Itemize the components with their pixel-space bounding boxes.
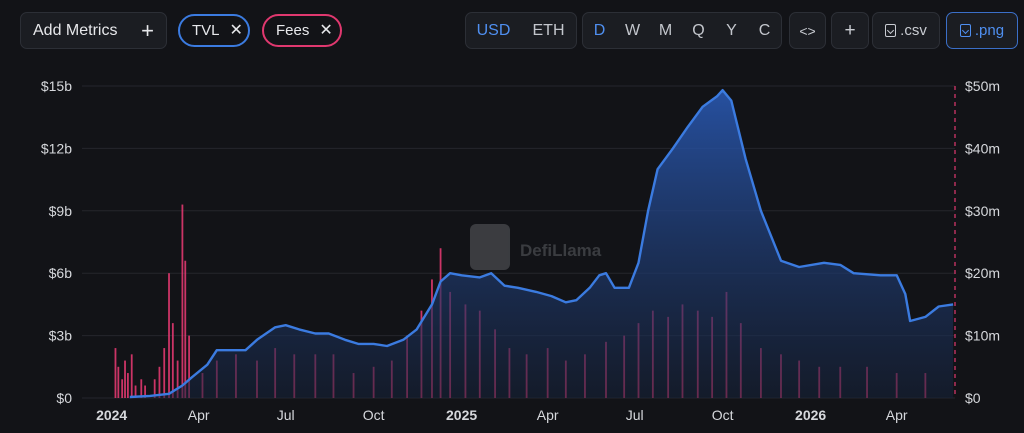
period-c-button[interactable]: C [758,21,771,39]
y-right-tick-label: $40m [965,140,1000,156]
fees-bar [158,366,161,398]
y-left-tick-label: $12b [41,140,72,156]
metric-chip-fees-label: Fees [276,22,310,39]
metric-chip-fees[interactable]: Fees ✕ [262,14,342,47]
download-file-icon [959,24,971,37]
close-icon[interactable]: ✕ [229,21,243,39]
currency-eth-button[interactable]: ETH [532,21,565,39]
y-left-tick-label: $0 [56,390,72,406]
x-tick-label: Apr [188,407,210,423]
x-tick-label: Jul [626,407,644,423]
period-toggle: D W M Q Y C [582,12,782,49]
embed-button[interactable]: <> [789,12,826,49]
fees-bar [117,366,120,398]
y-left-tick-label: $3b [49,328,73,344]
right-axis-ticks: $0 $10m $20m $30m $40m $50m [965,78,1000,406]
left-axis-ticks: $0 $3b $6b $9b $12b $15b [41,78,72,406]
fees-bar [134,385,137,398]
x-tick-label: 2025 [446,407,477,423]
fees-bar [124,360,126,398]
plus-icon: + [844,19,856,41]
period-w-button[interactable]: W [624,21,641,39]
y-right-tick-label: $0 [965,390,981,406]
add-metrics-label: Add Metrics [33,21,118,39]
x-tick-label: 2024 [96,407,127,423]
y-left-tick-label: $6b [49,265,73,281]
fees-bar [176,360,179,398]
code-icon: <> [799,22,816,39]
add-metrics-button[interactable]: Add Metrics + [20,12,167,49]
llama-logo-icon [470,224,510,270]
png-label: .png [974,22,1005,39]
currency-usd-button[interactable]: USD [476,21,511,39]
watermark-text: DefiLlama [520,241,602,260]
x-tick-label: Oct [363,407,385,423]
fees-bar [114,348,117,398]
download-csv-button[interactable]: .csv [872,12,940,49]
currency-toggle: USD ETH [465,12,577,49]
fees-bar [188,335,190,398]
fees-bar [171,323,174,398]
period-d-button[interactable]: D [593,21,606,39]
y-right-tick-label: $50m [965,78,1000,94]
plus-icon: + [141,17,154,43]
download-file-icon [885,24,897,37]
y-right-tick-label: $10m [965,328,1000,344]
y-right-tick-label: $20m [965,265,1000,281]
download-png-button[interactable]: .png [946,12,1018,49]
y-right-tick-label: $30m [965,203,1000,219]
period-y-button[interactable]: Y [726,21,737,39]
fees-bar [144,385,147,398]
csv-label: .csv [900,22,927,39]
period-q-button[interactable]: Q [692,21,705,39]
metric-chip-tvl-label: TVL [192,22,220,39]
add-chart-button[interactable]: + [831,12,869,49]
fees-bar [184,260,187,398]
x-tick-label: Jul [277,407,295,423]
fees-bar [153,379,156,398]
y-left-tick-label: $15b [41,78,72,94]
x-tick-label: Apr [537,407,559,423]
fees-bar [163,348,166,398]
y-left-tick-label: $9b [49,203,73,219]
fees-bar [168,273,170,398]
x-tick-label: Oct [712,407,734,423]
watermark: DefiLlama [470,224,602,270]
tvl-series-line [129,89,954,399]
x-tick-label: 2026 [795,407,826,423]
x-axis-ticks: 2024 Apr Jul Oct 2025 Apr Jul Oct 2026 Apr [96,407,908,423]
x-tick-label: Apr [886,407,908,423]
chart-toolbar: Add Metrics + TVL ✕ Fees ✕ USD ETH D W M… [20,12,1018,49]
close-icon[interactable]: ✕ [319,21,333,39]
fees-bar [121,379,124,398]
period-m-button[interactable]: M [658,21,673,39]
fees-bar [140,379,143,398]
fees-bar [126,373,129,398]
fees-bar [181,204,184,398]
metric-chip-tvl[interactable]: TVL ✕ [178,14,250,47]
fees-bar [130,354,133,398]
